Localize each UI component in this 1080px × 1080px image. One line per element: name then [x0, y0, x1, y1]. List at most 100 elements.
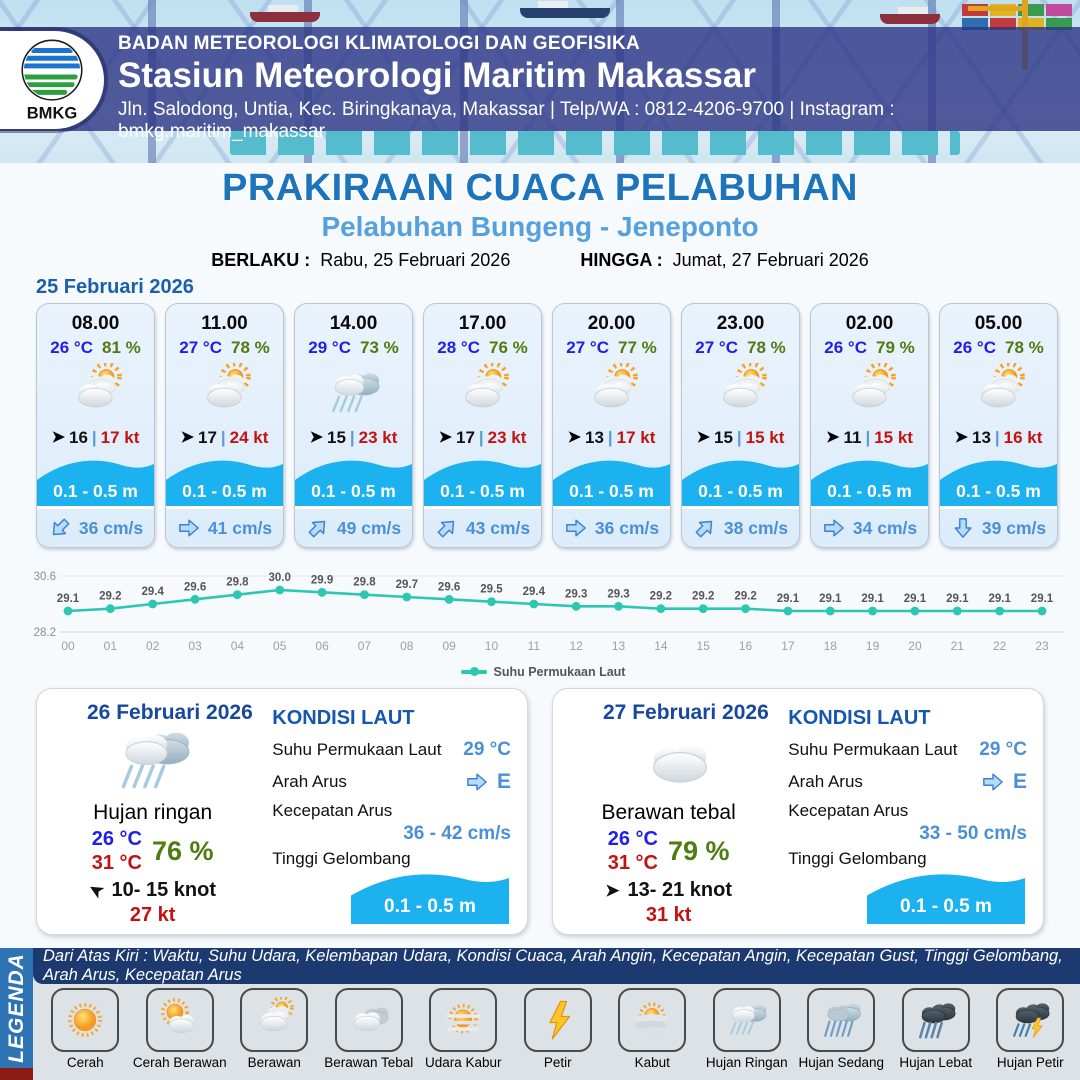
wind-direction-icon: ➤ — [826, 429, 840, 446]
daily-forecast-row: 26 Februari 2026 Hujan ringan 26 °C 31 °… — [36, 688, 1044, 935]
legend-strip-red-block — [0, 1068, 33, 1080]
card-temperature: 26 °C — [50, 338, 93, 357]
card-temperature: 26 °C — [953, 338, 996, 357]
daily-temp-min: 26 °C — [91, 828, 142, 850]
svg-text:29.1: 29.1 — [777, 593, 800, 605]
current-direction-value: E — [496, 770, 511, 793]
forecast-card: 02.00 26 °C 79 % ➤ 11 | 15 kt 0.1 - 0.5 … — [810, 303, 929, 548]
weather-icon — [582, 361, 642, 425]
wave-height: 0.1 - 0.5 m — [440, 481, 525, 501]
card-humidity: 78 % — [1004, 338, 1044, 357]
forecast-card: 20.00 27 °C 77 % ➤ 13 | 17 kt 0.1 - 0.5 … — [552, 303, 671, 548]
svg-text:20: 20 — [908, 639, 922, 653]
card-time: 20.00 — [587, 313, 636, 334]
wave-height: 0.1 - 0.5 m — [698, 481, 783, 501]
legend-item-label: Berawan Tebal — [324, 1055, 414, 1070]
sst-label: Suhu Permukaan Laut — [788, 740, 958, 759]
wind-gust: 15 kt — [874, 428, 913, 447]
current-direction-icon — [689, 512, 722, 545]
daily-condition: Berawan tebal — [601, 801, 736, 824]
svg-text:29.1: 29.1 — [861, 593, 884, 605]
hujan-sedang-icon — [807, 988, 876, 1052]
wave-height-band: 0.1 - 0.5 m — [295, 453, 412, 506]
daily-wind-direction-icon: ➤ — [85, 878, 108, 903]
wave-height-band: 0.1 - 0.5 m — [37, 453, 154, 506]
weather-icon — [969, 361, 1029, 425]
petir-icon — [523, 988, 592, 1052]
hingga-value: Jumat, 27 Februari 2026 — [672, 250, 869, 270]
wave-height-band: 0.1 - 0.5 m — [553, 453, 670, 506]
wind-direction-icon: ➤ — [180, 429, 194, 446]
sst-line-chart: 30.6 28.2 29.1 00 29.2 01 29.4 02 29.6 03 29.8 04 30… — [34, 571, 1064, 653]
svg-text:29.2: 29.2 — [650, 591, 672, 603]
svg-text:15: 15 — [697, 639, 711, 653]
wind-row: ➤ 16 | 17 kt — [51, 428, 140, 447]
legend-item: Hujan Petir — [983, 988, 1078, 1070]
wind-gust: 16 kt — [1003, 428, 1043, 447]
page-subtitle: Pelabuhan Bungeng - Jeneponto — [321, 211, 759, 242]
current-speed-label: Kecepatan Arus — [272, 801, 393, 820]
wind-speed: 15 — [326, 428, 346, 447]
svg-text:29.3: 29.3 — [607, 588, 629, 600]
daily-wave-height: 0.1 - 0.5 m — [384, 896, 476, 917]
wind-direction-icon: ➤ — [954, 429, 968, 446]
current-speed: 38 cm/s — [723, 517, 789, 538]
wind-row: ➤ 17 | 23 kt — [438, 428, 527, 447]
svg-text:29.9: 29.9 — [311, 574, 333, 586]
daily-wind-gust: 31 kt — [645, 904, 692, 926]
legend-item-label: Udara Kabur — [424, 1055, 502, 1070]
berawan-icon — [240, 988, 309, 1052]
sst-value: 29 °C — [463, 739, 511, 760]
current-direction-value: E — [1012, 770, 1027, 793]
current-speed: 34 cm/s — [852, 517, 918, 538]
bmkg-logo: BMKG — [0, 31, 104, 129]
legend-items: Cerah Cerah Berawan Berawan Berawan Teba… — [38, 988, 1078, 1070]
page-title: PRAKIRAAN CUACA PELABUHAN — [222, 167, 858, 209]
svg-text:29.8: 29.8 — [353, 577, 376, 589]
svg-text:19: 19 — [866, 639, 880, 653]
station-name: Stasiun Meteorologi Maritim Makassar — [118, 56, 756, 95]
berlaku-label: BERLAKU : — [211, 250, 311, 270]
wind-direction-icon: ➤ — [567, 429, 581, 446]
card-temperature: 26 °C — [824, 338, 867, 357]
svg-text:29.4: 29.4 — [523, 586, 546, 598]
svg-text:29.6: 29.6 — [184, 581, 206, 593]
svg-text:29.3: 29.3 — [565, 588, 587, 600]
legend-item-label: Berawan — [247, 1055, 301, 1070]
card-humidity: 77 % — [617, 338, 657, 357]
legend-item-label: Hujan Ringan — [705, 1055, 788, 1070]
daily-wave-box: 0.1 - 0.5 m — [866, 866, 1025, 924]
legend-strip: LEGENDA — [0, 948, 33, 1068]
current-speed-value: 33 - 50 cm/s — [919, 823, 1027, 844]
wave-height-label: Tinggi Gelombang — [788, 849, 927, 868]
card-humidity: 81 % — [101, 338, 141, 357]
current-row: 39 cm/s — [940, 506, 1057, 547]
svg-text:30.6: 30.6 — [34, 571, 56, 583]
sea-condition-heading: KONDISI LAUT — [272, 707, 415, 729]
svg-text:29.8: 29.8 — [226, 577, 249, 589]
legend-item: Cerah — [38, 988, 133, 1070]
weather-icon — [711, 361, 771, 425]
card-time: 23.00 — [716, 313, 765, 334]
hujan-ringan-icon — [712, 988, 781, 1052]
legend-item: Udara Kabur — [416, 988, 511, 1070]
sea-condition-heading: KONDISI LAUT — [788, 707, 931, 729]
svg-text:17: 17 — [781, 639, 795, 653]
wind-row: ➤ 13 | 16 kt — [954, 428, 1043, 447]
legend-item: Kabut — [605, 988, 700, 1070]
daily-weather-icon — [110, 719, 196, 803]
wind-row: ➤ 17 | 24 kt — [180, 428, 269, 447]
forecast-card: 05.00 26 °C 78 % ➤ 13 | 16 kt 0.1 - 0.5 … — [939, 303, 1058, 548]
card-temperature: 27 °C — [566, 338, 609, 357]
wind-direction-icon: ➤ — [696, 429, 710, 446]
daily-humidity: 76 % — [151, 835, 214, 866]
current-direction-icon — [431, 512, 464, 545]
wind-direction-icon: ➤ — [51, 429, 65, 446]
wind-row: ➤ 13 | 17 kt — [567, 428, 656, 447]
current-row: 41 cm/s — [166, 506, 283, 547]
wave-height: 0.1 - 0.5 m — [182, 481, 267, 501]
daily-date: 27 Februari 2026 — [603, 701, 769, 724]
daily-humidity: 79 % — [667, 835, 730, 866]
forecast-card: 08.00 26 °C 81 % ➤ 16 | 17 kt 0.1 - 0.5 … — [36, 303, 155, 548]
